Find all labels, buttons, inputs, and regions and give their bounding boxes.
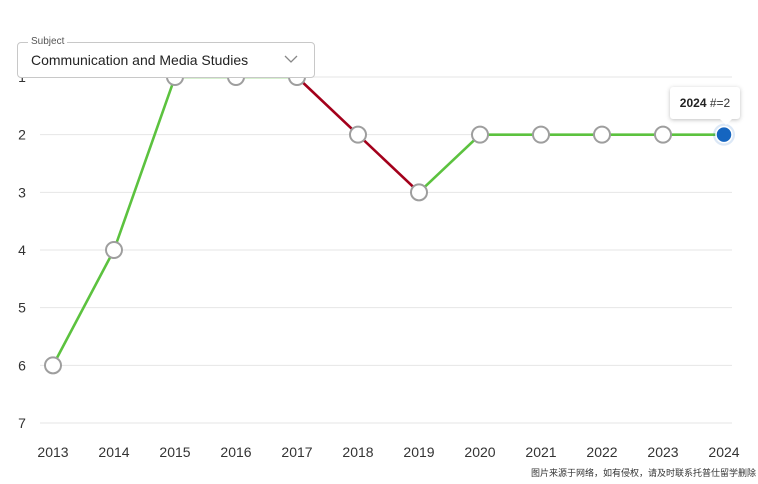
data-point[interactable] <box>410 183 428 202</box>
data-point[interactable] <box>532 125 550 144</box>
data-point[interactable] <box>105 241 123 259</box>
data-point[interactable] <box>349 125 367 144</box>
x-tick-label: 2020 <box>464 444 495 460</box>
line-segment <box>295 75 360 136</box>
y-axis-ticks: 1234567 <box>18 69 26 431</box>
x-tick-label: 2013 <box>37 444 68 460</box>
tooltip-rank: #=2 <box>709 96 731 110</box>
line-segment <box>112 75 177 252</box>
x-tick-label: 2018 <box>342 444 373 460</box>
line-segment <box>417 133 482 194</box>
subject-select-label: Subject <box>28 35 68 49</box>
grid-lines <box>40 76 732 424</box>
highlight-point[interactable] <box>715 125 733 144</box>
x-tick-label: 2015 <box>159 444 190 460</box>
subject-select-value: Communication and Media Studies <box>31 52 249 68</box>
x-tick-label: 2023 <box>647 444 678 460</box>
data-point[interactable] <box>44 356 62 375</box>
line-segment <box>356 133 421 194</box>
subject-select[interactable]: Subject Communication and Media Studies <box>17 35 315 78</box>
x-tick-label: 2016 <box>220 444 251 460</box>
data-point[interactable] <box>471 125 489 144</box>
y-tick-label: 2 <box>18 127 26 143</box>
point-tooltip: 2024 #=2 <box>670 87 740 125</box>
y-tick-label: 6 <box>18 357 26 373</box>
x-tick-label: 2014 <box>98 444 129 460</box>
data-point[interactable] <box>593 125 611 144</box>
x-tick-label: 2022 <box>586 444 617 460</box>
x-tick-label: 2024 <box>708 444 739 460</box>
x-axis-ticks: 2013 2014 2015 2016 2017 2018 2019 2020 2021 2022… <box>37 444 739 460</box>
watermark-text: 图片来源于网络，如有侵权，请及时联系托普仕留学删除 <box>530 468 756 478</box>
x-tick-label: 2019 <box>403 444 434 460</box>
line-segment <box>51 248 116 367</box>
y-tick-label: 3 <box>18 184 26 200</box>
x-tick-label: 2017 <box>281 444 312 460</box>
x-tick-label: 2021 <box>525 444 556 460</box>
tooltip-pointer <box>720 119 732 125</box>
rank-points <box>44 68 735 375</box>
chevron-down-icon[interactable] <box>284 54 298 64</box>
rank-line <box>51 75 726 367</box>
y-tick-label: 7 <box>18 415 26 431</box>
data-point[interactable] <box>654 125 672 144</box>
y-tick-label: 5 <box>18 300 26 316</box>
tooltip-year: 2024 <box>679 96 707 110</box>
y-tick-label: 4 <box>18 242 26 258</box>
